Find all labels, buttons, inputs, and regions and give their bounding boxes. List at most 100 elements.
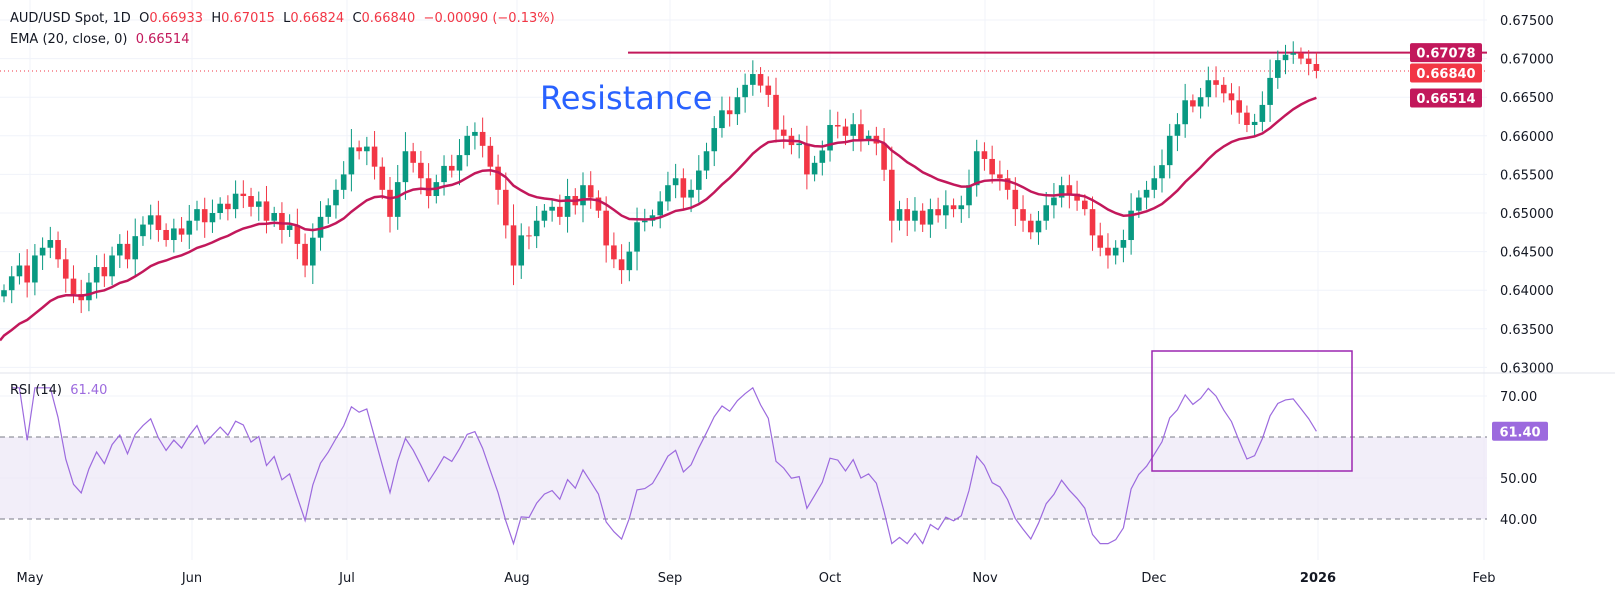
price-tick-label: 0.67500 [1500,14,1554,29]
candle-body [1166,135,1173,166]
candle-body [750,74,756,85]
candle-body [696,170,702,190]
candle-body [1313,64,1320,71]
candle-body [1259,104,1266,122]
candle-body [495,166,501,190]
candle-body [1020,209,1026,221]
candle-body [356,147,362,152]
open-label: O [139,11,150,26]
rsi-tick-label: 40.00 [1500,513,1537,528]
candle-body [340,174,347,190]
candle-body [209,213,216,223]
candle-body [410,151,416,163]
resistance-annotation[interactable]: Resistance [540,79,712,117]
time-axis[interactable]: May Jun Jul Aug Sep Oct Nov Dec 2026 Feb [17,571,1496,586]
candle-body [1089,209,1096,236]
candle-body [86,282,92,301]
candle-body [1012,189,1019,210]
candle-body [1082,200,1088,210]
candle-body [842,126,849,136]
candle-body [688,189,694,198]
rsi-axis[interactable]: 70.00 50.00 40.00 [1500,390,1537,528]
candle-body [255,201,262,207]
candle-body [379,166,386,190]
candle-body [943,205,949,216]
candle-body [634,222,640,252]
candle-body [587,185,594,198]
candle-body [333,189,339,206]
price-axis[interactable]: 0.67500 0.67000 0.66500 0.66000 0.65500 0.650… [1500,14,1554,376]
candle-body [819,150,826,163]
candle-body [271,213,277,221]
candle-body [1066,185,1073,194]
candle-body [557,206,563,217]
time-tick-label: Jun [181,571,202,586]
candle-body [503,189,509,226]
candle-body [881,143,887,170]
candle-body [348,147,355,175]
candle-body [1182,100,1188,125]
rsi-highlight-box[interactable] [1151,350,1353,472]
low-label: L [283,11,291,26]
candle-body [1236,100,1242,113]
candle-body [425,178,432,197]
candle-body [510,225,517,266]
time-tick-label: Sep [658,571,683,586]
rsi-label[interactable]: RSI (14) [10,383,62,398]
ohlc-legend: AUD/USD Spot, 1D O0.66933 H0.67015 L0.66… [10,11,555,26]
high-label: H [211,11,222,26]
candle-body [773,94,779,130]
candle-body [55,240,61,260]
rsi-tick-label: 70.00 [1500,390,1537,405]
candle-body [526,235,532,237]
close-label: C [352,11,362,26]
ema-label[interactable]: EMA (20, close, 0) [10,32,128,47]
ema-badge-text: 0.66514 [1416,92,1475,107]
rsi-legend: RSI (14) 61.40 [10,383,107,398]
candle-body [8,276,15,291]
candle-body [302,243,308,266]
candle-body [804,143,810,175]
candle-body [472,131,478,136]
candle-body [171,228,177,241]
candle-body [1244,112,1250,125]
rsi-value: 61.40 [70,383,108,398]
candle-body [1004,178,1011,190]
candle-body [109,255,115,277]
change-value: −0.00090 (−0.13%) [423,11,555,26]
resistance-badge-text: 0.67078 [1416,47,1475,62]
candle-body [364,146,370,152]
price-tick-label: 0.63000 [1500,361,1554,376]
candle-body [1220,84,1227,94]
candle-body [950,205,957,210]
resistance-badge: 0.67078 [1410,43,1482,63]
candle-body [286,225,293,230]
candle-body [672,178,679,186]
time-tick-label: Nov [972,571,998,586]
candle-body [564,196,571,217]
last-price-badge: 0.66840 [1410,63,1482,83]
candle-body [989,158,995,175]
high-value: 0.67015 [221,11,275,26]
candle-body [147,215,154,225]
candle-body [1143,189,1150,198]
symbol-label[interactable]: AUD/USD Spot, 1D [10,11,131,26]
candle-body [387,189,393,217]
time-tick-label: Oct [819,571,841,586]
candle-body [703,151,710,171]
candle-body [1051,197,1057,206]
candle-body [163,229,169,241]
price-tick-label: 0.64500 [1500,246,1554,261]
candle-body [889,169,895,221]
candle-body [1205,80,1212,98]
candle-body [726,110,733,115]
candle-body [927,209,934,225]
candle-body [1058,185,1065,198]
candle-body [39,247,46,256]
time-tick-label: Jul [338,571,355,586]
candle-body [1136,197,1142,211]
candle-body [1097,235,1104,248]
candle-body [194,209,200,221]
ema-line [0,96,1317,342]
